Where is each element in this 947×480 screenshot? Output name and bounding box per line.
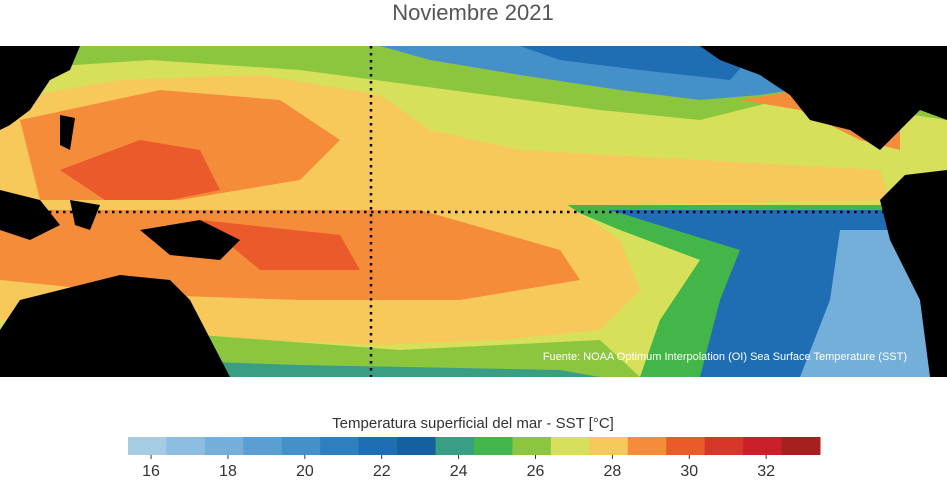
island bbox=[70, 200, 100, 230]
colorbar-bin bbox=[550, 437, 590, 455]
colorbar-tick-label: 28 bbox=[604, 463, 622, 480]
colorbar-tick-label: 24 bbox=[450, 463, 468, 480]
colorbar-label: Temperatura superficial del mar - SST [°… bbox=[332, 415, 614, 432]
colorbar-bin bbox=[397, 437, 437, 455]
colorbar-bin bbox=[128, 437, 167, 455]
borneo bbox=[0, 190, 60, 240]
colorbar-bin bbox=[704, 437, 744, 455]
colorbar-tick-label: 32 bbox=[757, 463, 775, 480]
sst-map: Fuente: NOAA Optimum Interpolation (OI) … bbox=[0, 46, 947, 377]
colorbar-bin bbox=[512, 437, 552, 455]
south-america bbox=[880, 170, 947, 377]
colorbar-bin bbox=[243, 437, 283, 455]
australia bbox=[0, 275, 230, 377]
colorbar-bin bbox=[666, 437, 706, 455]
asia bbox=[0, 46, 80, 130]
colorbar-bin bbox=[281, 437, 321, 455]
colorbar-tick-label: 18 bbox=[219, 463, 237, 480]
colorbar-tick-label: 20 bbox=[296, 463, 314, 480]
land bbox=[0, 46, 947, 377]
new-guinea bbox=[140, 220, 240, 260]
colorbar-bin bbox=[627, 437, 667, 455]
ocean-band bbox=[520, 46, 760, 80]
ocean-band bbox=[200, 220, 360, 270]
colorbar-tick-label: 22 bbox=[373, 463, 391, 480]
north-america bbox=[700, 46, 947, 150]
colorbar-bin bbox=[435, 437, 475, 455]
colorbar-tick-label: 26 bbox=[527, 463, 545, 480]
colorbar-bin bbox=[166, 437, 206, 455]
ocean-band bbox=[60, 140, 220, 210]
colorbar-bin bbox=[474, 437, 513, 455]
colorbar-bin bbox=[320, 437, 360, 455]
colorbar-tick-label: 30 bbox=[680, 463, 698, 480]
colorbar-bin bbox=[743, 437, 783, 455]
source: Fuente: NOAA Optimum Interpolation (OI) … bbox=[543, 351, 907, 363]
title: Noviembre 2021 bbox=[392, 0, 553, 25]
colorbar-bin bbox=[589, 437, 629, 455]
colorbar-bin bbox=[204, 437, 244, 455]
philippines bbox=[60, 115, 75, 150]
colorbar-tick-label: 16 bbox=[142, 463, 160, 480]
colorbar-bin bbox=[358, 437, 398, 455]
colorbar-bin bbox=[781, 437, 821, 455]
